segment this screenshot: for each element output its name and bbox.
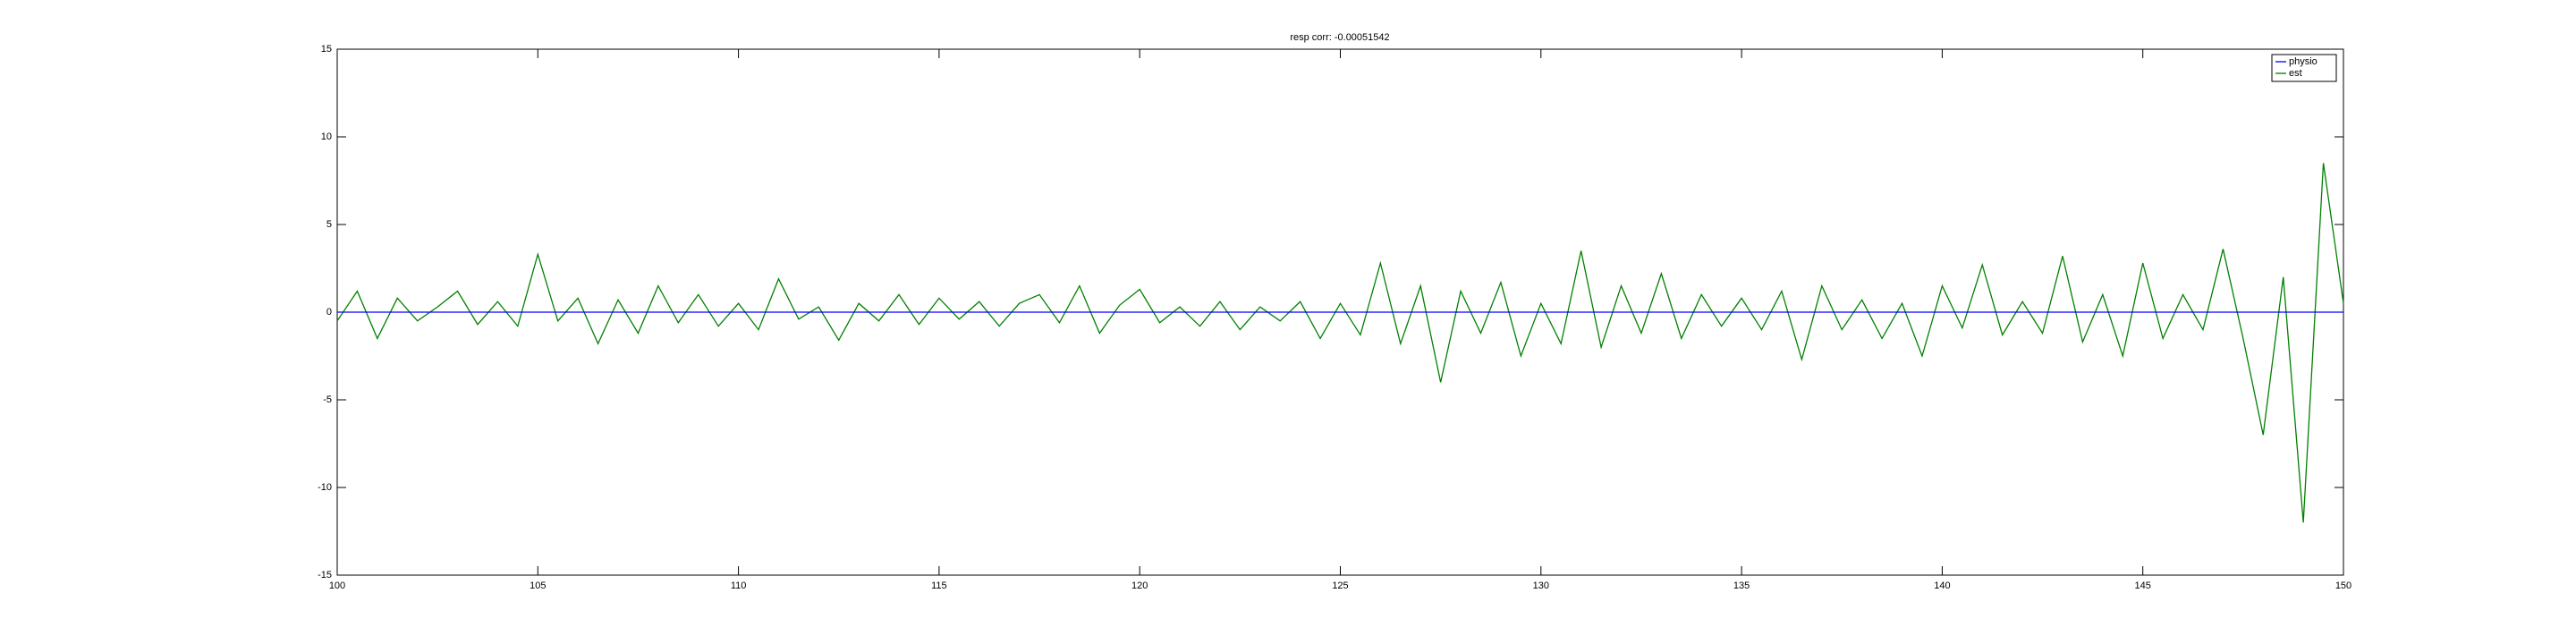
x-tick-label: 115 [931, 580, 947, 591]
x-tick-label: 135 [1733, 580, 1750, 591]
series-line [336, 163, 2344, 523]
y-tick-label: -10 [318, 482, 332, 493]
x-tick-label: 110 [731, 580, 747, 591]
x-tick-label: 130 [1533, 580, 1549, 591]
y-tick-label: 10 [321, 131, 332, 142]
legend-label: physio [2289, 56, 2318, 67]
y-tick-label: -5 [323, 394, 332, 405]
x-tick-label: 120 [1131, 580, 1148, 591]
x-tick-label: 140 [1934, 580, 1950, 591]
x-tick-label: 145 [2135, 580, 2151, 591]
y-tick-label: 15 [321, 44, 332, 55]
x-tick-label: 150 [2335, 580, 2351, 591]
legend-box [2271, 54, 2337, 82]
x-tick-label: 125 [1332, 580, 1348, 591]
x-tick-label: 100 [329, 580, 345, 591]
legend-label: est [2289, 68, 2302, 79]
x-tick-label: 105 [530, 580, 546, 591]
chart-title: resp corr: -0.00051542 [1290, 32, 1389, 43]
y-tick-label: 5 [326, 219, 332, 230]
y-tick-label: 0 [326, 307, 332, 318]
y-tick-label: -15 [318, 570, 332, 580]
